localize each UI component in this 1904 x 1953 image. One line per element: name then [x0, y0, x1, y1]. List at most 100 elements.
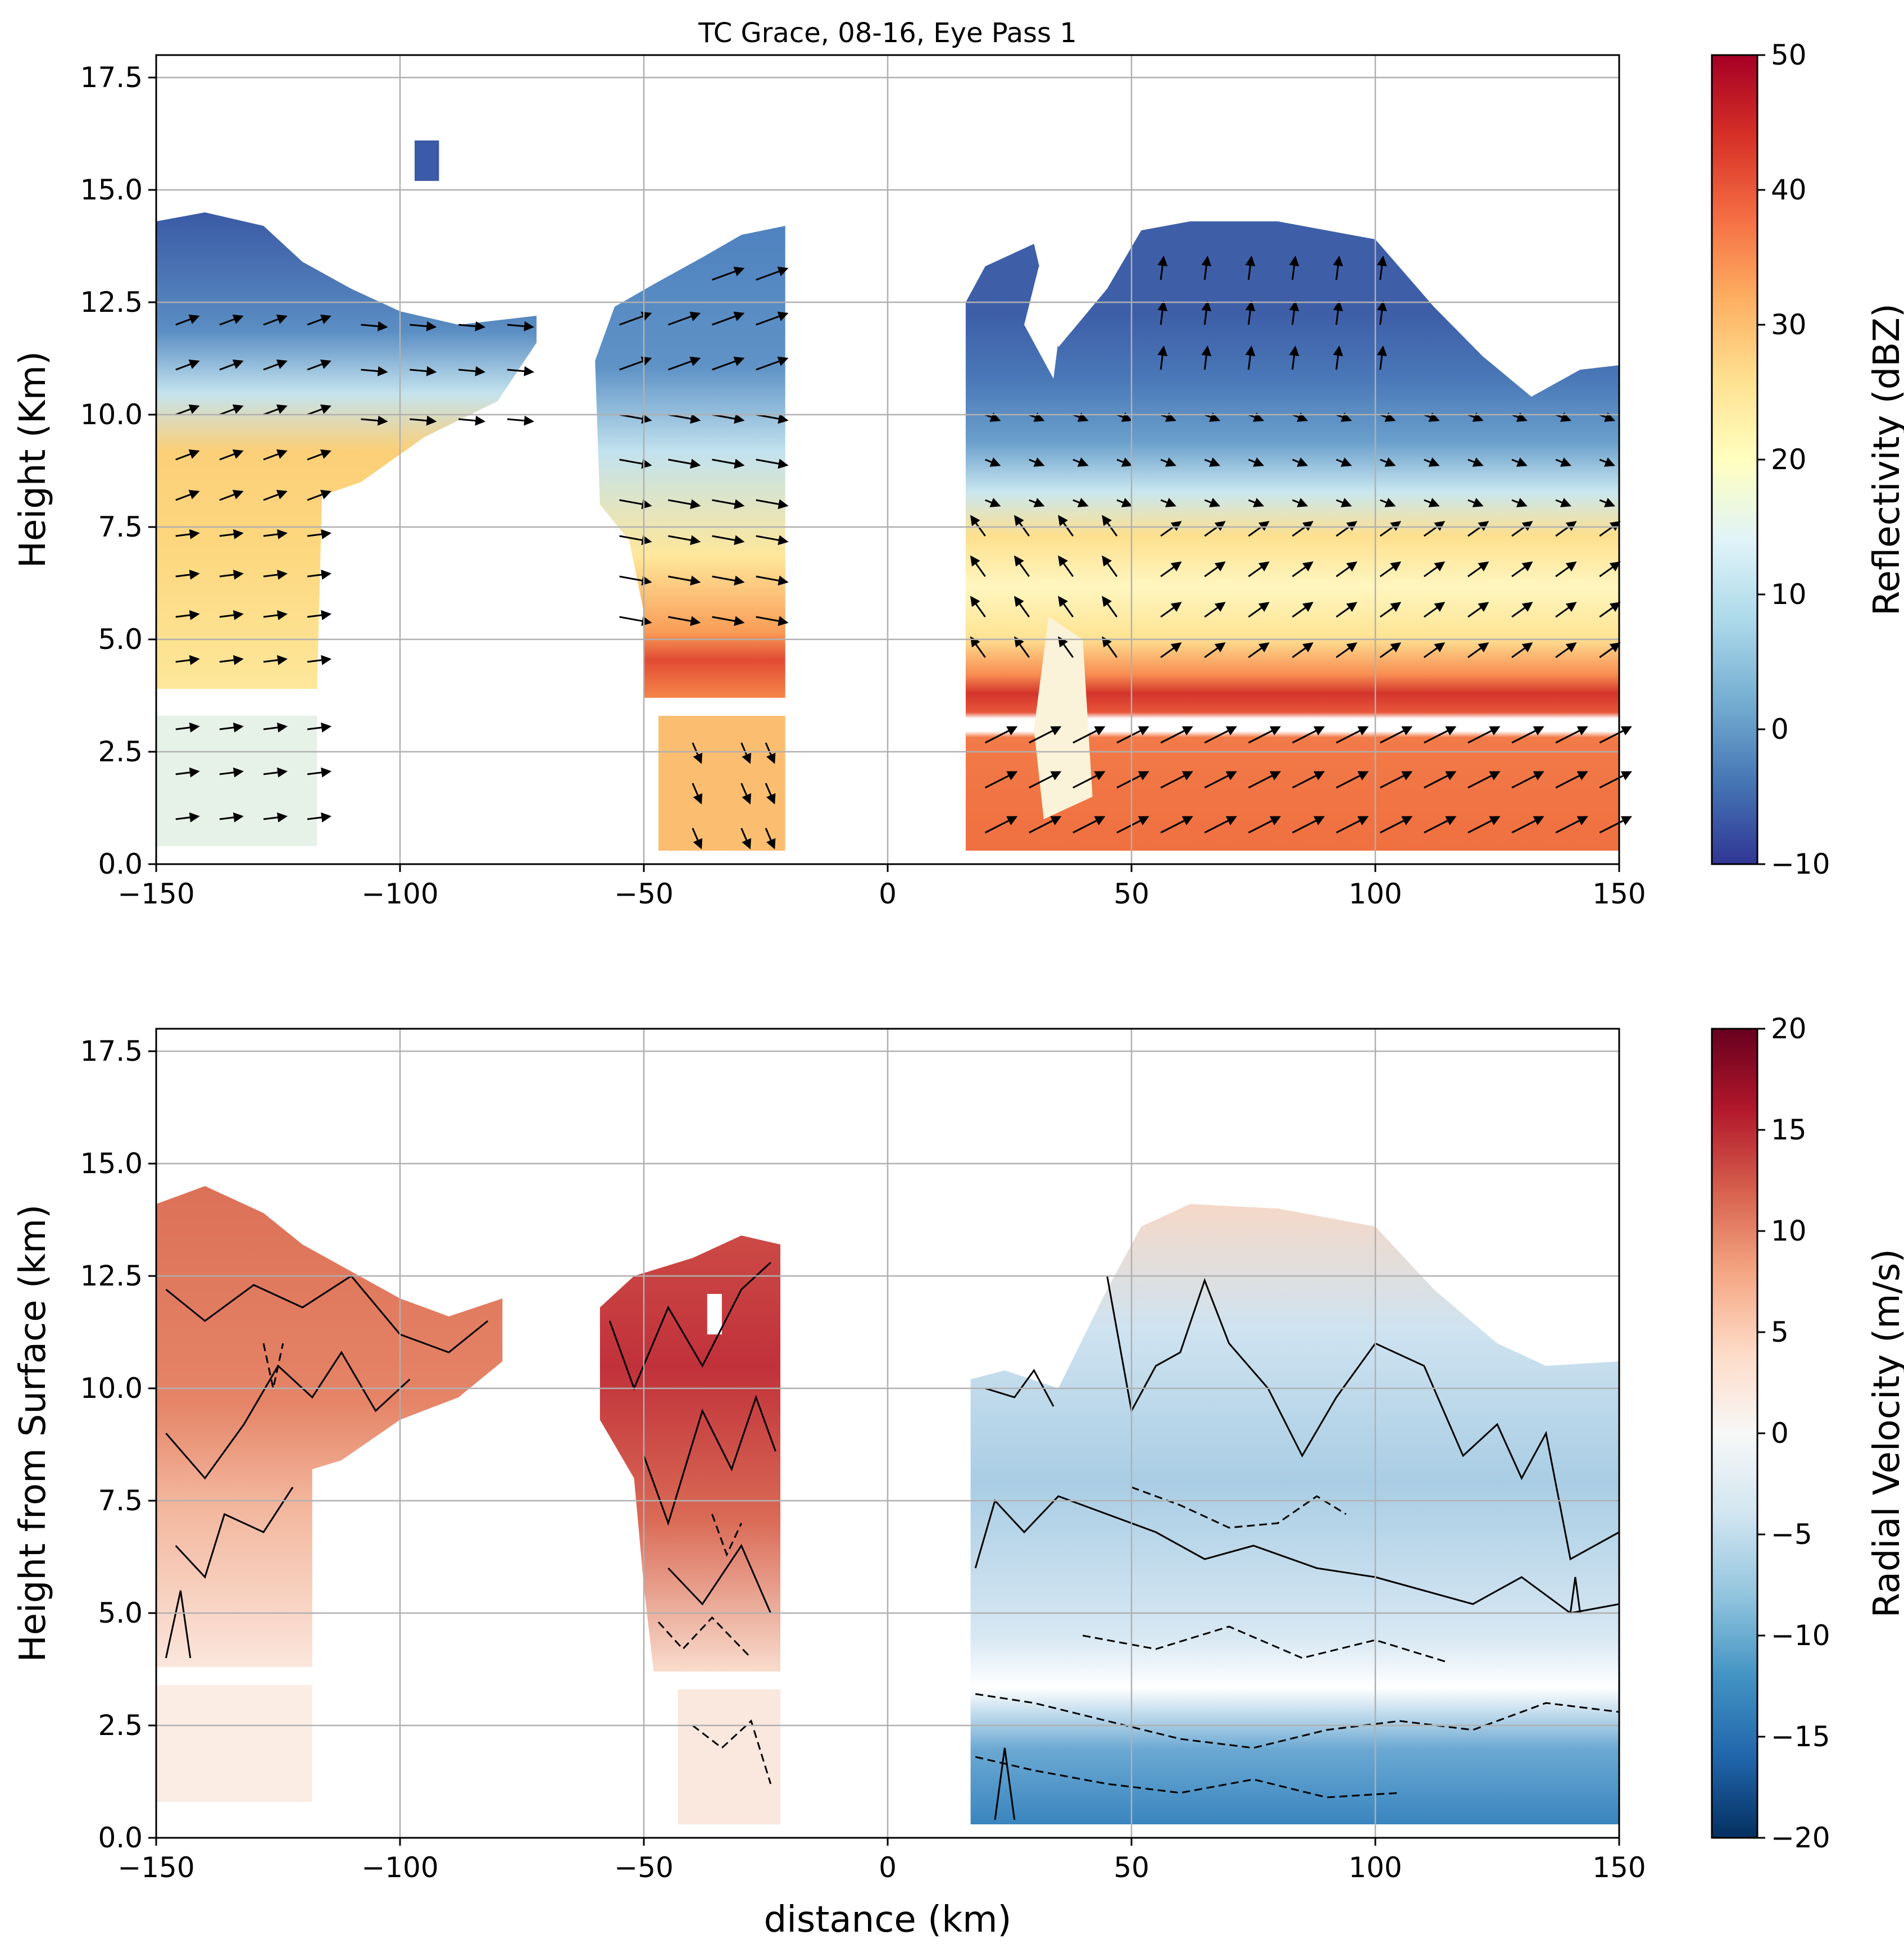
wind-vector: [1423, 521, 1446, 537]
wind-vector: [1599, 457, 1616, 467]
wind-vector: [175, 655, 200, 665]
wind-vector: [619, 458, 652, 469]
x-tick-label: 50: [1114, 1851, 1149, 1884]
wind-vector: [1058, 596, 1074, 617]
wind-vector: [263, 655, 288, 665]
reflectivity-region-left: [156, 212, 537, 689]
wind-vector: [1160, 816, 1193, 834]
colorbar-tick-label: −15: [1771, 1720, 1830, 1753]
velocity-region-right: [970, 1204, 1619, 1824]
wind-vector: [1204, 642, 1226, 658]
wind-vector: [712, 356, 745, 371]
wind-vector: [361, 321, 388, 331]
wind-vector: [175, 404, 200, 416]
wind-vector: [1160, 412, 1176, 422]
wind-vector: [1248, 642, 1270, 658]
wind-vector: [1160, 457, 1176, 467]
wind-vector: [1467, 412, 1484, 422]
y-tick-label: 7.5: [98, 1484, 143, 1517]
wind-vector: [984, 771, 1018, 789]
wind-vector: [756, 616, 789, 626]
wind-vector: [1380, 498, 1396, 507]
wind-vector: [219, 812, 244, 823]
wind-vector: [1380, 457, 1396, 467]
wind-vector: [307, 569, 332, 580]
wind-vector: [1376, 301, 1387, 325]
wind-vector: [1292, 602, 1314, 618]
colorbar-tick-label: 40: [1771, 174, 1807, 206]
colorbar-tick-label: 0: [1771, 1417, 1789, 1450]
wind-vector: [740, 783, 751, 805]
wind-vector: [263, 314, 288, 326]
x-tick-label: 150: [1592, 878, 1646, 910]
velocity-contours: [165, 1261, 1620, 1820]
colorbar-tick-label: −5: [1771, 1518, 1812, 1551]
wind-vector: [1014, 636, 1030, 658]
wind-vector: [1423, 602, 1446, 618]
contour-positive: [1569, 1577, 1582, 1614]
wind-vector: [1379, 726, 1413, 744]
wind-vector: [1335, 642, 1358, 658]
wind-vector: [219, 722, 244, 733]
wind-vector: [1204, 561, 1226, 578]
wind-vector: [307, 529, 332, 539]
wind-vector: [1116, 412, 1133, 422]
top-x-ticks: −150 −100 −50 0 50 100 150: [117, 864, 1646, 910]
wind-vector: [1555, 726, 1588, 744]
wind-vector: [1073, 457, 1089, 467]
wind-vector: [985, 457, 1001, 467]
x-tick-label: 150: [1592, 1851, 1646, 1884]
wind-vector: [1248, 771, 1281, 789]
wind-vector: [1292, 726, 1325, 744]
wind-vector: [1058, 515, 1074, 537]
wind-vector: [219, 655, 244, 665]
wind-vector: [1289, 256, 1299, 280]
wind-vector: [756, 575, 789, 586]
wind-vector: [667, 356, 701, 371]
wind-vector: [619, 499, 652, 510]
wind-vector: [1073, 498, 1089, 507]
colorbar-tick-label: 20: [1771, 1012, 1807, 1045]
reflectivity-colorbar-label: Reflectivity (dBZ): [1866, 303, 1904, 616]
wind-vector: [1424, 412, 1440, 422]
wind-vector: [1029, 498, 1045, 507]
wind-vector: [1014, 596, 1030, 617]
wind-vector: [307, 314, 331, 326]
wind-vector: [307, 449, 331, 461]
wind-vector: [1204, 726, 1237, 744]
wind-vector: [1245, 256, 1256, 280]
wind-vector: [263, 722, 288, 733]
wind-vector: [1555, 498, 1571, 507]
wind-vector: [1157, 256, 1168, 280]
wind-vector: [410, 366, 437, 376]
wind-vector: [1014, 555, 1030, 577]
radial-velocity-colorbar-label: Radial Velocity (m/s): [1866, 1249, 1904, 1618]
top-y-ticks: 0.0 2.5 5.0 7.5 10.0 12.5 15.0 17.5: [80, 61, 156, 880]
wind-vector: [1379, 771, 1413, 789]
wind-vector: [307, 610, 332, 620]
wind-vector: [1379, 642, 1402, 658]
colorbar-tick-label: 20: [1771, 443, 1807, 476]
contour-positive: [608, 1261, 771, 1391]
y-tick-label: 10.0: [80, 398, 143, 431]
colorbar-tick-label: 5: [1771, 1316, 1789, 1348]
reflectivity-gap-eyewall-top: [1024, 266, 1064, 379]
wind-vector: [263, 449, 288, 461]
wind-vector: [1335, 521, 1358, 537]
wind-vector: [1204, 412, 1220, 422]
wind-vector: [1102, 636, 1118, 658]
wind-vector: [1204, 816, 1237, 834]
wind-vector: [1029, 726, 1062, 744]
wind-vector: [1292, 412, 1308, 422]
x-tick-label: −150: [117, 878, 194, 910]
wind-vector: [1555, 816, 1588, 834]
reflectivity-region-center-low: [658, 716, 785, 851]
x-tick-label: 100: [1348, 1851, 1402, 1884]
contour-positive: [175, 1487, 294, 1579]
wind-vector: [1248, 412, 1265, 422]
wind-vector: [1555, 602, 1577, 618]
wind-vector: [361, 415, 388, 426]
wind-vector: [263, 404, 288, 416]
wind-vector: [1201, 346, 1212, 370]
wind-vector: [1599, 561, 1621, 578]
